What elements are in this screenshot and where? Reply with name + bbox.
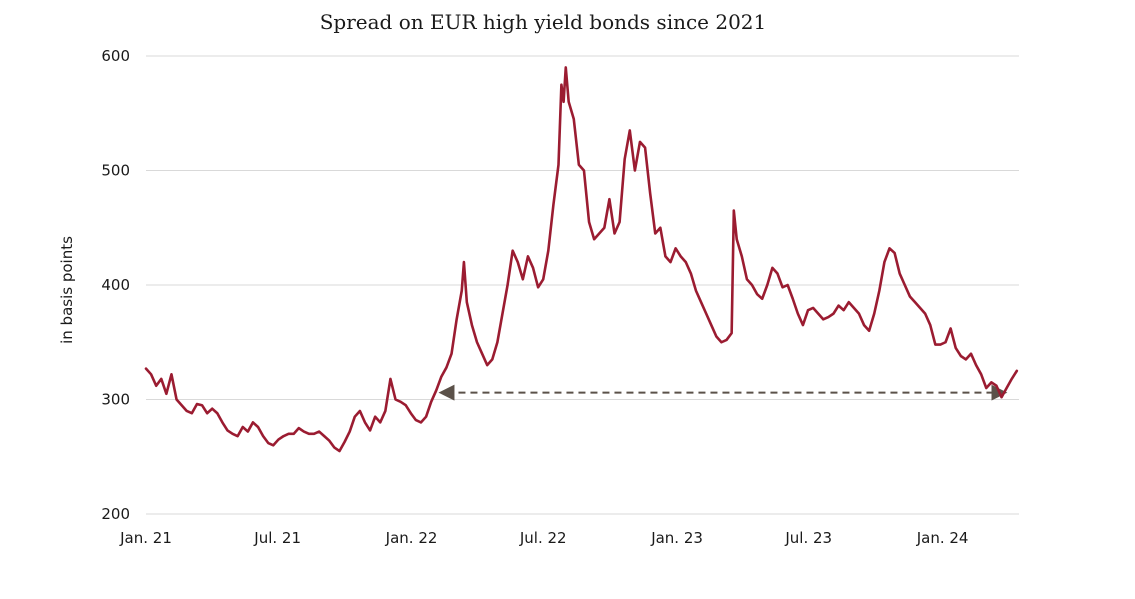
series-layer bbox=[144, 66, 1019, 453]
x-tick-label: Jan. 24 bbox=[916, 529, 969, 547]
x-tick-label: Jan. 21 bbox=[119, 529, 172, 547]
x-tick-label: Jul. 21 bbox=[253, 529, 301, 547]
x-tick-label: Jul. 23 bbox=[784, 529, 832, 547]
chart-title: Spread on EUR high yield bonds since 202… bbox=[320, 10, 767, 34]
x-tick-label: Jan. 22 bbox=[385, 529, 438, 547]
y-axis-title: in basis points bbox=[58, 236, 76, 344]
grid-layer bbox=[146, 55, 1019, 515]
x-tick-label: Jul. 22 bbox=[519, 529, 567, 547]
y-tick-label: 600 bbox=[101, 47, 130, 65]
y-tick-label: 400 bbox=[101, 276, 130, 294]
series-line bbox=[144, 66, 1019, 453]
x-tick-label: Jan. 23 bbox=[650, 529, 703, 547]
y-tick-label: 200 bbox=[101, 505, 130, 523]
y-tick-label: 500 bbox=[101, 162, 130, 180]
y-axis-labels: 200 300 400 500 600 bbox=[101, 47, 130, 523]
x-axis-labels: Jan. 21 Jul. 21 Jan. 22 Jul. 22 Jan. 23 Jul. … bbox=[119, 529, 968, 547]
y-tick-label: 300 bbox=[101, 391, 130, 409]
